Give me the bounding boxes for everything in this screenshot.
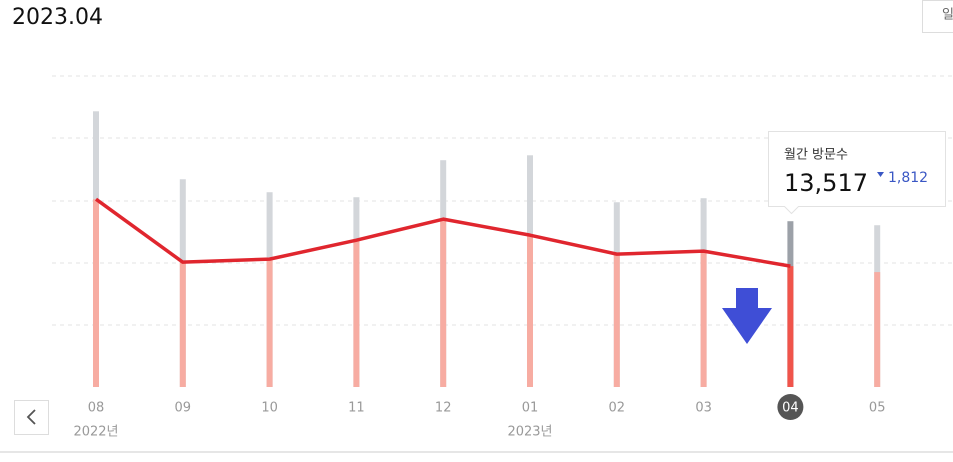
page-title: 2023.04 — [12, 5, 103, 30]
bar — [527, 235, 533, 387]
tooltip-change: 1,812 — [888, 170, 928, 186]
year-label: 2023년 — [507, 425, 552, 440]
x-tick-label: 09 — [175, 401, 192, 416]
tooltip-value: 13,517 — [784, 169, 868, 197]
bar — [874, 272, 880, 387]
x-tick-label: 03 — [695, 401, 712, 416]
x-tick-label: 11 — [348, 401, 365, 416]
x-tick-label: 08 — [88, 401, 105, 416]
bar — [440, 219, 446, 387]
tooltip-label: 월간 방문수 — [784, 148, 848, 163]
bar — [614, 254, 620, 387]
bar — [180, 262, 186, 387]
bar — [787, 266, 793, 387]
x-tick-label: 05 — [869, 401, 886, 416]
x-tick-label: 12 — [435, 401, 452, 416]
period-button-label: 일 — [942, 8, 953, 23]
x-tick-label: 01 — [522, 401, 539, 416]
bar — [701, 251, 707, 387]
x-tick-label: 04 — [782, 401, 799, 416]
plot: 08 09 10 11 12 01 02 03 04 05 2022년 2023년 — [73, 111, 885, 439]
bar — [93, 199, 99, 387]
prev-button[interactable] — [15, 401, 49, 435]
bar — [267, 259, 273, 387]
year-label: 2022년 — [73, 425, 118, 440]
arrow-annotation — [722, 288, 772, 344]
x-tick-label: 10 — [261, 401, 278, 416]
bar — [353, 240, 359, 387]
x-tick-label: 02 — [609, 401, 626, 416]
tooltip: 월간 방문수 13,517 1,812 — [769, 132, 946, 214]
